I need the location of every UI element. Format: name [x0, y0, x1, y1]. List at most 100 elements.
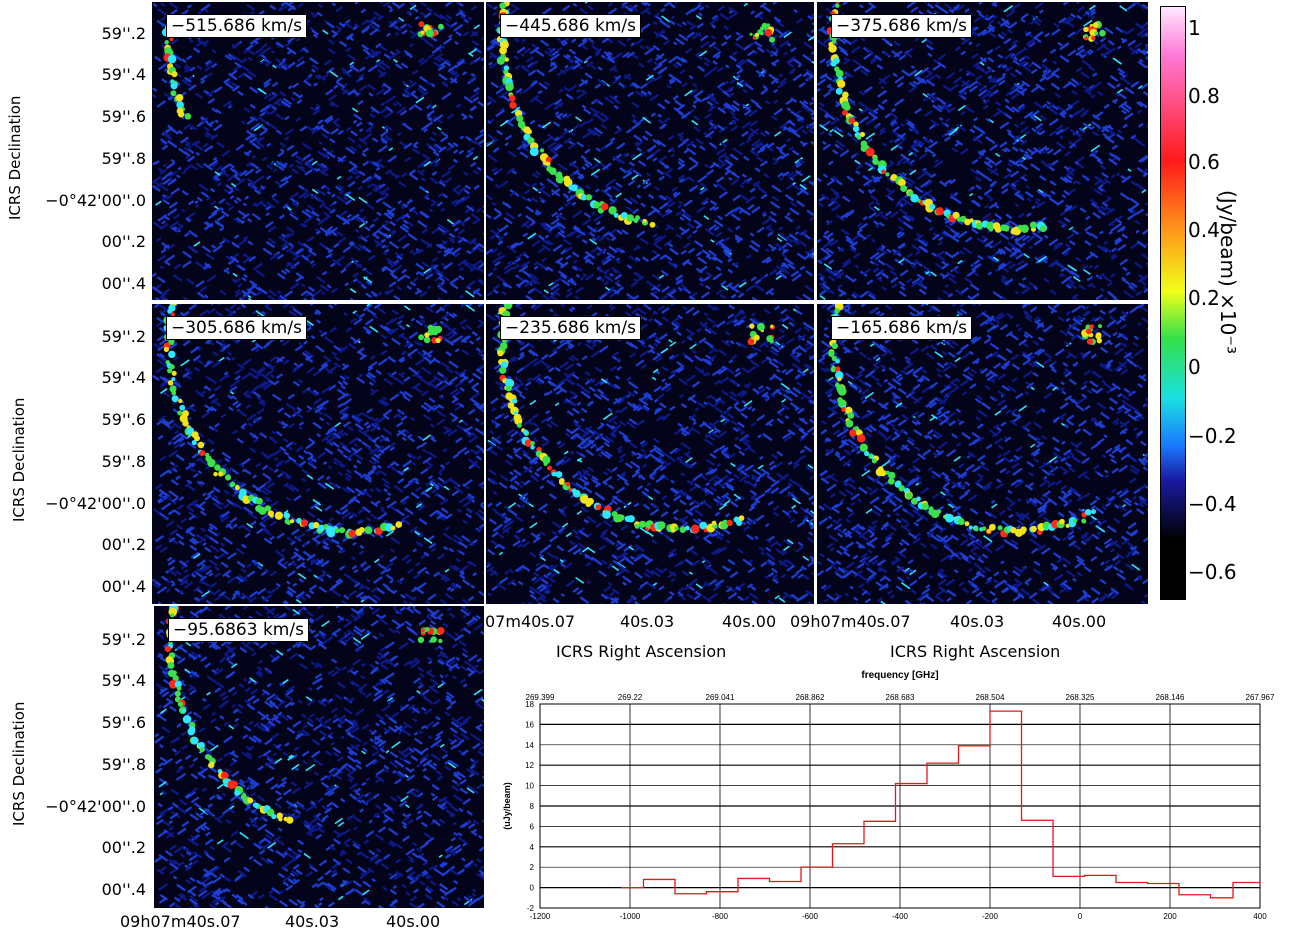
- x-tick: 40s.00: [722, 612, 777, 631]
- x-tick: 09h07m40s.07: [120, 912, 241, 931]
- channel-panel-7: −95.6863 km/s: [154, 606, 484, 908]
- y-tick-label: 10: [525, 782, 534, 791]
- y-axis-label: (uJy/beam): [502, 782, 512, 830]
- x-tick: 40s.00: [386, 912, 441, 931]
- colorbar-tick: 0.2: [1188, 286, 1220, 310]
- colorbar-tick: −0.2: [1188, 424, 1237, 448]
- velocity-label: −95.6863 km/s: [168, 618, 309, 642]
- channel-map-image: [817, 304, 1148, 604]
- y-tick: −0°42'00''.0: [45, 494, 146, 513]
- y-tick-label: 18: [525, 700, 534, 709]
- top-tick-label: 268.325: [1066, 693, 1095, 702]
- x-tick: 40s.03: [285, 912, 340, 931]
- channel-map-image: [154, 606, 484, 908]
- y-tick: 59''.8: [101, 755, 146, 774]
- y-tick-label: 14: [525, 741, 534, 750]
- x-tick-label: -1000: [620, 912, 641, 921]
- top-tick-label: 269.041: [706, 693, 735, 702]
- velocity-label: −165.686 km/s: [831, 316, 972, 340]
- y-tick: 59''.6: [101, 410, 146, 429]
- y-tick: 59''.6: [101, 107, 146, 126]
- x-tick-label: -200: [982, 912, 999, 921]
- x-tick: 40s.03: [620, 612, 675, 631]
- y-tick: 00''.4: [101, 880, 146, 899]
- y-tick-label: 0: [530, 884, 535, 893]
- colorbar-tick: 0.8: [1188, 84, 1220, 108]
- y-tick: 59''.4: [101, 671, 146, 690]
- channel-map-image: [152, 304, 484, 604]
- y-tick: 59''.2: [101, 630, 146, 649]
- y-tick: 59''.4: [101, 65, 146, 84]
- channel-panel-4: −305.686 km/s: [152, 304, 484, 604]
- y-tick-label: 2: [530, 863, 535, 872]
- y-tick: 00''.2: [101, 232, 146, 251]
- channel-panel-5: −235.686 km/s: [486, 304, 814, 604]
- colorbar-label: (Jy/beam) ×10⁻³: [1216, 190, 1240, 354]
- top-tick-label: 268.862: [796, 693, 825, 702]
- y-axis-label: ICRS Declination: [6, 95, 24, 220]
- channel-map-image: [817, 2, 1148, 300]
- x-tick: 40s.03: [950, 612, 1005, 631]
- x-tick-label: 0: [1078, 912, 1083, 921]
- y-axis-label: ICRS Declination: [10, 701, 28, 826]
- spectrum-chart: -2 0 2 4 6 8 10 12 14 16 18 -1200 -1000 -800 -600 -400 -…: [502, 670, 1275, 921]
- y-tick-label: 16: [525, 720, 534, 729]
- channel-panel-1: −515.686 km/s: [152, 2, 484, 300]
- y-tick: 59''.6: [101, 713, 146, 732]
- spectrum-series-line: [621, 710, 1260, 899]
- colorbar-tick: 0: [1188, 355, 1201, 379]
- top-tick-label: 268.504: [976, 693, 1005, 702]
- y-tick-label: 12: [525, 761, 534, 770]
- y-tick: −0°42'00''.0: [45, 191, 146, 210]
- top-tick-label: 267.967: [1246, 693, 1275, 702]
- x-tick: 07m40s.07: [485, 612, 576, 631]
- colorbar-tick: 0.4: [1188, 218, 1220, 242]
- top-tick-label: 269.22: [618, 693, 643, 702]
- y-axis-label: ICRS Declination: [10, 397, 28, 522]
- y-tick: −0°42'00''.0: [45, 797, 146, 816]
- x-tick-label: -600: [802, 912, 819, 921]
- y-tick-label: 8: [530, 802, 535, 811]
- y-tick: 00''.4: [101, 577, 146, 596]
- channel-map-image: [152, 2, 484, 300]
- colorbar: [1160, 6, 1186, 600]
- y-tick: 59''.8: [101, 149, 146, 168]
- chart-title: frequency [GHz]: [861, 670, 938, 681]
- x-tick-label: 200: [1163, 912, 1177, 921]
- x-tick-label: -1200: [530, 912, 551, 921]
- colorbar-tick: −0.6: [1188, 560, 1237, 584]
- velocity-label: −235.686 km/s: [500, 316, 641, 340]
- y-tick-label: 4: [530, 843, 535, 852]
- y-tick: 59''.2: [101, 327, 146, 346]
- x-tick: 40s.00: [1052, 612, 1107, 631]
- channel-map-image: [486, 304, 814, 604]
- channel-map-image: [486, 2, 814, 300]
- velocity-label: −445.686 km/s: [500, 14, 641, 38]
- y-tick: 00''.2: [101, 838, 146, 857]
- y-tick-label: -2: [527, 904, 535, 913]
- y-tick: 00''.2: [101, 535, 146, 554]
- x-tick-label: 400: [1253, 912, 1267, 921]
- channel-panel-6: −165.686 km/s: [817, 304, 1148, 604]
- y-tick: 59''.4: [101, 368, 146, 387]
- top-tick-label: 268.683: [886, 693, 915, 702]
- channel-panel-3: −375.686 km/s: [817, 2, 1148, 300]
- x-tick: 09h07m40s.07: [790, 612, 911, 631]
- colorbar-tick: 1: [1188, 16, 1201, 40]
- y-tick: 00''.4: [101, 274, 146, 293]
- y-tick-label: 6: [530, 822, 535, 831]
- velocity-label: −375.686 km/s: [831, 14, 972, 38]
- top-tick-label: 268.146: [1156, 693, 1185, 702]
- channel-panel-2: −445.686 km/s: [486, 2, 814, 300]
- velocity-label: −515.686 km/s: [166, 14, 307, 38]
- colorbar-tick: 0.6: [1188, 150, 1220, 174]
- x-tick-label: -400: [892, 912, 909, 921]
- y-tick: 59''.2: [101, 24, 146, 43]
- y-tick: 59''.8: [101, 452, 146, 471]
- x-tick-label: -800: [712, 912, 729, 921]
- top-tick-label: 269.399: [526, 693, 555, 702]
- x-axis-label: ICRS Right Ascension: [890, 642, 1061, 661]
- colorbar-tick: −0.4: [1188, 492, 1237, 516]
- velocity-label: −305.686 km/s: [166, 316, 307, 340]
- x-axis-label: ICRS Right Ascension: [556, 642, 727, 661]
